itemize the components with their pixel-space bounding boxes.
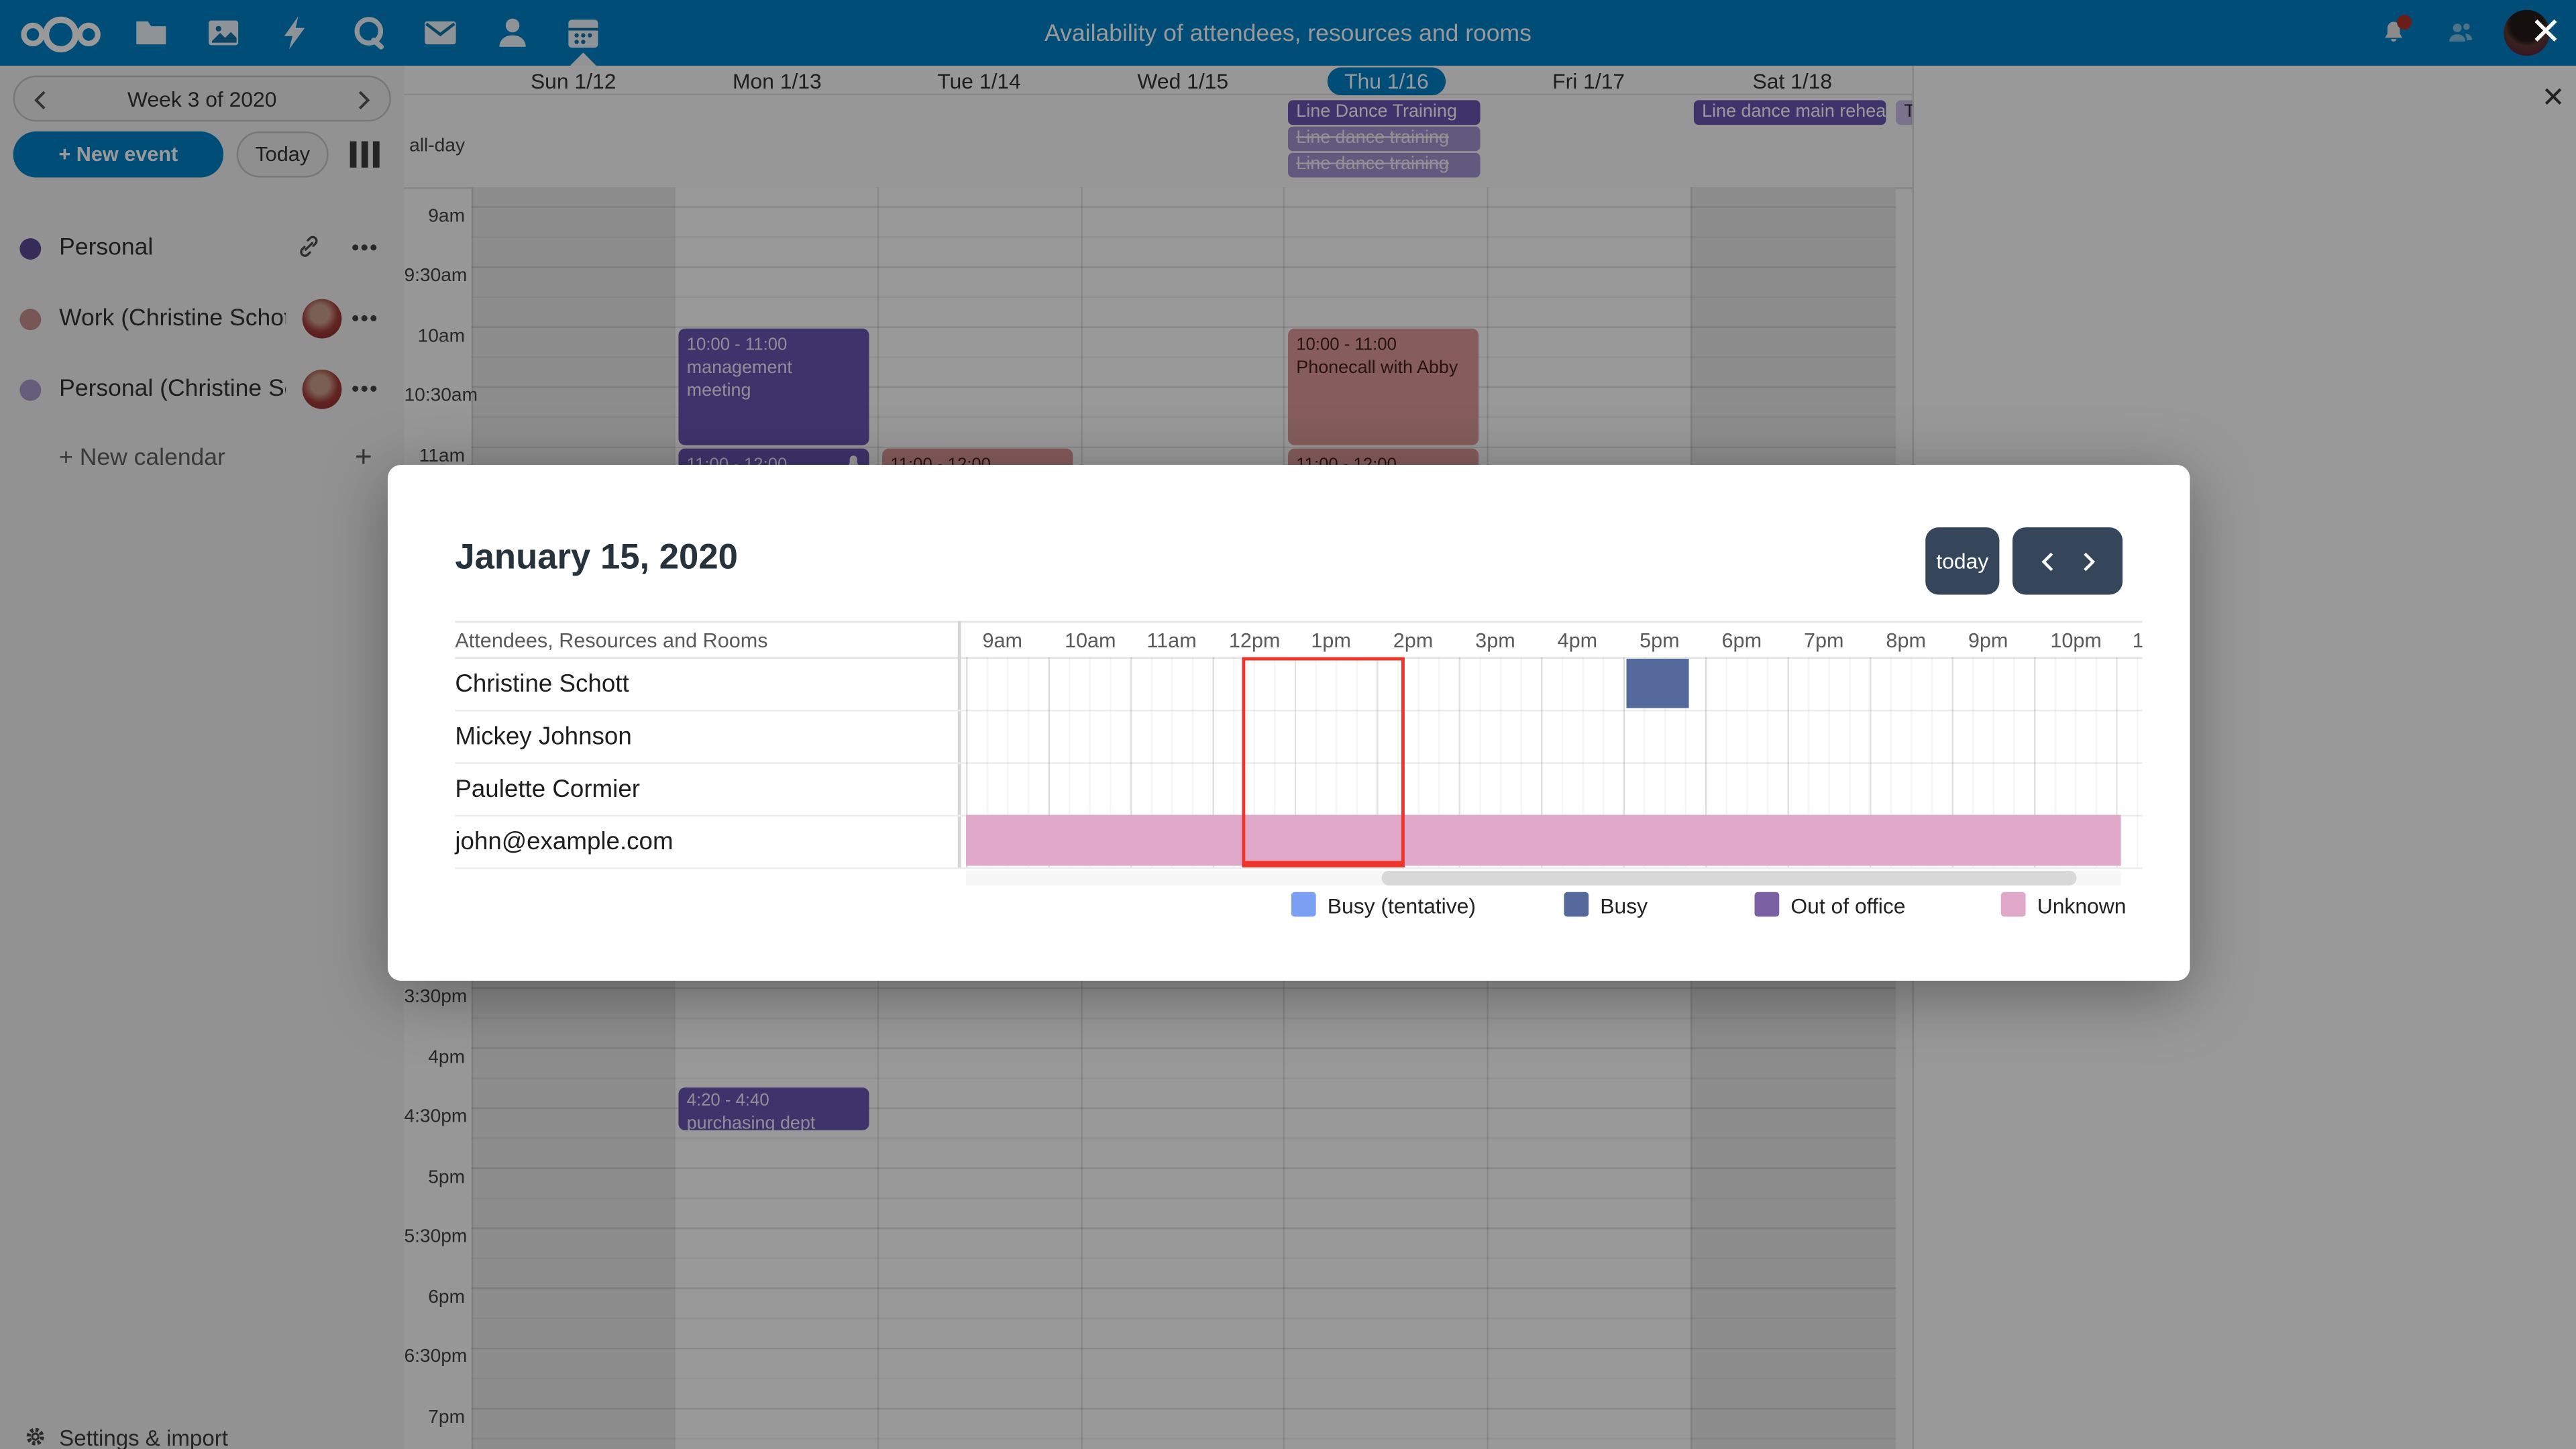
calendar-menu-button[interactable]: ••• (352, 235, 379, 260)
modal-date-title: January 15, 2020 (455, 537, 738, 577)
plus-icon[interactable]: + (354, 440, 372, 474)
calendar-item-work[interactable]: Work (Christine Schott) ••• (0, 299, 404, 340)
availability-modal: January 15, 2020 today Attendees, Resour… (387, 465, 2190, 981)
allday-label: all-day (409, 136, 466, 156)
calendar-color-dot (19, 238, 42, 260)
new-calendar-row[interactable]: + New calendar + (0, 440, 404, 480)
calendar-item-personal-shared[interactable]: Personal (Christine Scho… ••• (0, 370, 404, 411)
allday-event[interactable]: Line dance training (1288, 152, 1481, 178)
activity-icon[interactable] (276, 13, 315, 53)
calendar-menu-button[interactable]: ••• (352, 305, 379, 331)
week-switcher[interactable]: Week 3 of 2020 (13, 75, 391, 122)
names-column-separator (957, 621, 961, 868)
legend-swatch (1564, 892, 1589, 917)
day-header-sat[interactable]: Sat 1/18 (1752, 68, 1833, 94)
unknown-availability-band (966, 814, 2121, 866)
event-purchasing-dept[interactable]: 4:20 - 4:40 purchasing dept (678, 1088, 869, 1131)
share-link-icon[interactable] (296, 233, 322, 260)
prev-day-icon[interactable] (2037, 549, 2059, 572)
time-label: 4pm (428, 1047, 466, 1067)
files-icon[interactable] (131, 13, 171, 53)
calendar-owner-avatar (302, 299, 342, 339)
settings-label: Settings & import (59, 1426, 228, 1449)
new-event-button[interactable]: + New event (13, 131, 224, 178)
allday-event[interactable]: Line dance training (1288, 126, 1481, 152)
today-button[interactable]: Today (236, 131, 329, 178)
time-label: 7pm (428, 1407, 466, 1428)
settings-import[interactable]: Settings & import (23, 1423, 384, 1449)
calendar-icon[interactable] (564, 13, 603, 53)
view-mode-toggle[interactable] (348, 136, 384, 172)
next-day-icon[interactable] (2076, 549, 2098, 572)
new-calendar-label[interactable]: + New calendar (59, 445, 225, 472)
time-label: 3:30pm (404, 987, 468, 1008)
calendar-name: Personal (59, 235, 154, 262)
gear-icon (26, 1428, 44, 1446)
table-row: Christine Schott (455, 657, 2143, 712)
hours-header: 9am 10am 11am 12pm 1pm 2pm 3pm 4pm 5pm 6… (982, 629, 2143, 653)
table-row: Mickey Johnson (455, 710, 2143, 764)
timeline-scrollbar-track[interactable] (966, 870, 2121, 886)
day-header-tue[interactable]: Tue 1/14 (937, 68, 1021, 94)
contacts-icon[interactable] (493, 13, 533, 53)
top-bar: Availability of attendees, resources and… (0, 0, 2576, 66)
legend-swatch (2000, 892, 2026, 917)
allday-divider (404, 93, 1913, 96)
selected-timeslot-outline[interactable] (1242, 657, 1405, 868)
legend-swatch (1754, 892, 1780, 917)
calendar-name: Work (Christine Schott) (59, 305, 286, 332)
time-label: 9:30am (404, 266, 468, 286)
modal-today-button[interactable]: today (1925, 527, 2000, 595)
attendees-column-header: Attendees, Resources and Rooms (455, 629, 768, 653)
calendar-color-dot (19, 309, 42, 331)
active-app-indicator (570, 52, 596, 66)
calendar-name: Personal (Christine Scho… (59, 376, 286, 403)
day-header-wed[interactable]: Wed 1/15 (1137, 68, 1229, 94)
talk-icon[interactable] (350, 13, 390, 53)
nextcloud-logo[interactable] (19, 13, 101, 56)
mail-icon[interactable] (421, 13, 460, 53)
allday-event[interactable]: Line dance main rehearsal (1693, 100, 1886, 125)
availability-timeline (966, 657, 2143, 868)
calendar-color-dot (19, 379, 42, 401)
legend: Busy (tentative) Busy Out of office Unkn… (388, 892, 2190, 918)
day-header-mon[interactable]: Mon 1/13 (732, 68, 822, 94)
page-title: Availability of attendees, resources and… (1044, 21, 1532, 48)
event-phonecall-abby[interactable]: 10:00 - 11:00 Phonecall with Abby (1288, 328, 1479, 445)
day-header-thu-active[interactable]: Thu 1/16 (1285, 67, 1489, 96)
time-label: 6pm (428, 1287, 466, 1307)
busy-block (1626, 659, 1689, 708)
legend-swatch (1291, 892, 1316, 917)
allday-event[interactable]: Line Dance Training (1288, 100, 1481, 125)
time-label: 4:30pm (404, 1107, 468, 1128)
left-sidebar: Week 3 of 2020 + New event Today Persona… (0, 65, 405, 1449)
time-label: 5:30pm (404, 1227, 468, 1248)
modal-nav-group (2012, 527, 2123, 595)
time-label: 9am (428, 206, 466, 226)
table-top-border (455, 621, 2143, 623)
calendar-owner-avatar (302, 370, 342, 409)
prev-week-icon[interactable] (30, 89, 52, 111)
next-week-icon[interactable] (352, 89, 374, 111)
week-switcher-label: Week 3 of 2020 (127, 86, 277, 111)
timeline-scrollbar-thumb[interactable] (1381, 870, 2077, 886)
sidebar-close-icon[interactable]: ✕ (2532, 80, 2575, 117)
time-label: 5pm (428, 1167, 466, 1187)
user-avatar[interactable] (2504, 9, 2550, 56)
time-label: 6:30pm (404, 1348, 468, 1368)
calendar-menu-button[interactable]: ••• (352, 376, 379, 401)
time-label: 10am (417, 326, 466, 346)
day-header-fri[interactable]: Fri 1/17 (1552, 68, 1625, 94)
notification-badge (2397, 15, 2412, 30)
calendar-item-personal[interactable]: Personal ••• (0, 230, 404, 270)
contacts-menu-icon[interactable] (2445, 18, 2477, 48)
photos-icon[interactable] (204, 13, 244, 53)
event-management-meeting[interactable]: 10:00 - 11:00 management meeting (678, 328, 869, 445)
modal-close-icon[interactable]: ✕ (2520, 10, 2572, 56)
time-label: 11am (419, 446, 466, 467)
table-row: john@example.com (455, 815, 2143, 869)
day-header-sun[interactable]: Sun 1/12 (530, 68, 616, 94)
